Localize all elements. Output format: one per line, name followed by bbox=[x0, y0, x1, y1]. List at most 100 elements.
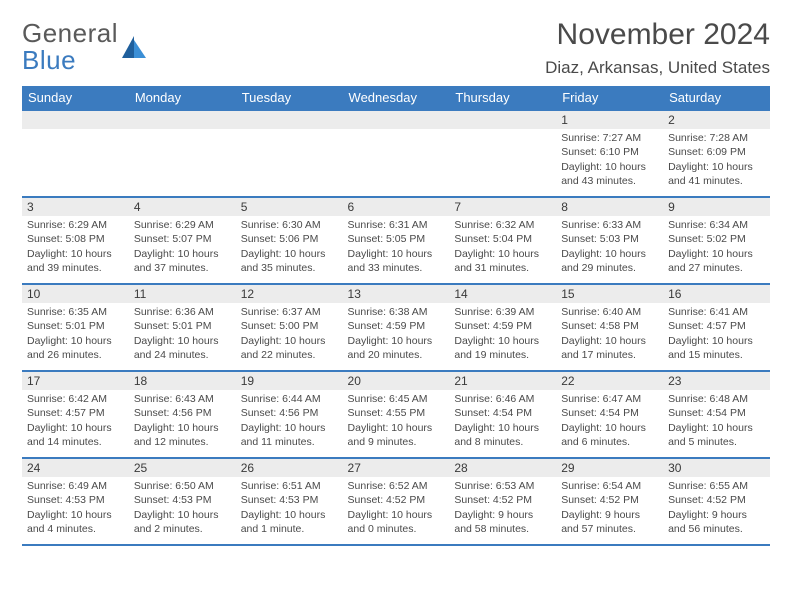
day-details: Sunrise: 6:37 AMSunset: 5:00 PMDaylight:… bbox=[236, 303, 343, 364]
page-subtitle: Diaz, Arkansas, United States bbox=[545, 58, 770, 78]
day-number: 12 bbox=[236, 285, 343, 303]
sunrise-text: Sunrise: 6:39 AM bbox=[454, 305, 551, 319]
calendar-cell: 13Sunrise: 6:38 AMSunset: 4:59 PMDayligh… bbox=[343, 284, 450, 371]
daylight-text: Daylight: 10 hours and 19 minutes. bbox=[454, 334, 551, 362]
day-details: Sunrise: 6:52 AMSunset: 4:52 PMDaylight:… bbox=[343, 477, 450, 538]
day-details: Sunrise: 6:47 AMSunset: 4:54 PMDaylight:… bbox=[556, 390, 663, 451]
calendar-cell: 28Sunrise: 6:53 AMSunset: 4:52 PMDayligh… bbox=[449, 458, 556, 545]
calendar-cell bbox=[343, 110, 450, 197]
sunset-text: Sunset: 4:56 PM bbox=[241, 406, 338, 420]
day-details: Sunrise: 6:45 AMSunset: 4:55 PMDaylight:… bbox=[343, 390, 450, 451]
calendar-cell: 11Sunrise: 6:36 AMSunset: 5:01 PMDayligh… bbox=[129, 284, 236, 371]
daylight-text: Daylight: 10 hours and 22 minutes. bbox=[241, 334, 338, 362]
day-details: Sunrise: 6:53 AMSunset: 4:52 PMDaylight:… bbox=[449, 477, 556, 538]
calendar-cell: 12Sunrise: 6:37 AMSunset: 5:00 PMDayligh… bbox=[236, 284, 343, 371]
sunset-text: Sunset: 4:57 PM bbox=[27, 406, 124, 420]
calendar-cell: 15Sunrise: 6:40 AMSunset: 4:58 PMDayligh… bbox=[556, 284, 663, 371]
calendar-cell bbox=[236, 110, 343, 197]
day-details: Sunrise: 6:49 AMSunset: 4:53 PMDaylight:… bbox=[22, 477, 129, 538]
sunrise-text: Sunrise: 6:51 AM bbox=[241, 479, 338, 493]
sunset-text: Sunset: 4:52 PM bbox=[561, 493, 658, 507]
day-number: 22 bbox=[556, 372, 663, 390]
day-number: 29 bbox=[556, 459, 663, 477]
sunrise-text: Sunrise: 6:31 AM bbox=[348, 218, 445, 232]
sunrise-text: Sunrise: 6:35 AM bbox=[27, 305, 124, 319]
sunrise-text: Sunrise: 6:50 AM bbox=[134, 479, 231, 493]
calendar-cell: 19Sunrise: 6:44 AMSunset: 4:56 PMDayligh… bbox=[236, 371, 343, 458]
logo: General Blue bbox=[22, 18, 148, 76]
day-number: 17 bbox=[22, 372, 129, 390]
day-number: 27 bbox=[343, 459, 450, 477]
weekday-header: Thursday bbox=[449, 86, 556, 110]
header: General Blue November 2024 Diaz, Arkansa… bbox=[22, 18, 770, 78]
sunset-text: Sunset: 5:05 PM bbox=[348, 232, 445, 246]
sunset-text: Sunset: 5:03 PM bbox=[561, 232, 658, 246]
sunrise-text: Sunrise: 6:43 AM bbox=[134, 392, 231, 406]
weekday-header: Tuesday bbox=[236, 86, 343, 110]
day-number: 15 bbox=[556, 285, 663, 303]
day-details: Sunrise: 6:44 AMSunset: 4:56 PMDaylight:… bbox=[236, 390, 343, 451]
sunrise-text: Sunrise: 6:48 AM bbox=[668, 392, 765, 406]
calendar-cell: 16Sunrise: 6:41 AMSunset: 4:57 PMDayligh… bbox=[663, 284, 770, 371]
daylight-text: Daylight: 10 hours and 43 minutes. bbox=[561, 160, 658, 188]
day-number: 11 bbox=[129, 285, 236, 303]
day-number: 9 bbox=[663, 198, 770, 216]
day-number: 10 bbox=[22, 285, 129, 303]
sunrise-text: Sunrise: 6:30 AM bbox=[241, 218, 338, 232]
sunset-text: Sunset: 5:06 PM bbox=[241, 232, 338, 246]
day-number: 3 bbox=[22, 198, 129, 216]
calendar-cell: 18Sunrise: 6:43 AMSunset: 4:56 PMDayligh… bbox=[129, 371, 236, 458]
daylight-text: Daylight: 10 hours and 20 minutes. bbox=[348, 334, 445, 362]
day-details: Sunrise: 6:33 AMSunset: 5:03 PMDaylight:… bbox=[556, 216, 663, 277]
sunset-text: Sunset: 4:59 PM bbox=[454, 319, 551, 333]
sunset-text: Sunset: 5:01 PM bbox=[27, 319, 124, 333]
day-number: 28 bbox=[449, 459, 556, 477]
calendar-cell: 20Sunrise: 6:45 AMSunset: 4:55 PMDayligh… bbox=[343, 371, 450, 458]
daylight-text: Daylight: 10 hours and 24 minutes. bbox=[134, 334, 231, 362]
day-details: Sunrise: 6:35 AMSunset: 5:01 PMDaylight:… bbox=[22, 303, 129, 364]
daylight-text: Daylight: 10 hours and 6 minutes. bbox=[561, 421, 658, 449]
calendar-table: SundayMondayTuesdayWednesdayThursdayFrid… bbox=[22, 86, 770, 546]
sunset-text: Sunset: 4:53 PM bbox=[134, 493, 231, 507]
calendar-cell: 27Sunrise: 6:52 AMSunset: 4:52 PMDayligh… bbox=[343, 458, 450, 545]
day-number: 16 bbox=[663, 285, 770, 303]
sunset-text: Sunset: 4:52 PM bbox=[668, 493, 765, 507]
calendar-body: 1Sunrise: 7:27 AMSunset: 6:10 PMDaylight… bbox=[22, 110, 770, 545]
daylight-text: Daylight: 10 hours and 26 minutes. bbox=[27, 334, 124, 362]
daylight-text: Daylight: 10 hours and 27 minutes. bbox=[668, 247, 765, 275]
day-number: 1 bbox=[556, 111, 663, 129]
daylight-text: Daylight: 10 hours and 29 minutes. bbox=[561, 247, 658, 275]
day-number: 6 bbox=[343, 198, 450, 216]
sunset-text: Sunset: 6:10 PM bbox=[561, 145, 658, 159]
calendar-row: 17Sunrise: 6:42 AMSunset: 4:57 PMDayligh… bbox=[22, 371, 770, 458]
sunrise-text: Sunrise: 6:45 AM bbox=[348, 392, 445, 406]
sunrise-text: Sunrise: 6:36 AM bbox=[134, 305, 231, 319]
day-details: Sunrise: 6:34 AMSunset: 5:02 PMDaylight:… bbox=[663, 216, 770, 277]
daylight-text: Daylight: 10 hours and 8 minutes. bbox=[454, 421, 551, 449]
calendar-cell: 29Sunrise: 6:54 AMSunset: 4:52 PMDayligh… bbox=[556, 458, 663, 545]
calendar-cell: 9Sunrise: 6:34 AMSunset: 5:02 PMDaylight… bbox=[663, 197, 770, 284]
day-number: 24 bbox=[22, 459, 129, 477]
day-details: Sunrise: 6:42 AMSunset: 4:57 PMDaylight:… bbox=[22, 390, 129, 451]
day-number: 26 bbox=[236, 459, 343, 477]
sunrise-text: Sunrise: 6:42 AM bbox=[27, 392, 124, 406]
sunset-text: Sunset: 4:58 PM bbox=[561, 319, 658, 333]
calendar-cell: 14Sunrise: 6:39 AMSunset: 4:59 PMDayligh… bbox=[449, 284, 556, 371]
daylight-text: Daylight: 10 hours and 11 minutes. bbox=[241, 421, 338, 449]
calendar-cell: 23Sunrise: 6:48 AMSunset: 4:54 PMDayligh… bbox=[663, 371, 770, 458]
sunrise-text: Sunrise: 6:40 AM bbox=[561, 305, 658, 319]
daylight-text: Daylight: 10 hours and 0 minutes. bbox=[348, 508, 445, 536]
calendar-thead: SundayMondayTuesdayWednesdayThursdayFrid… bbox=[22, 86, 770, 110]
sunset-text: Sunset: 4:54 PM bbox=[668, 406, 765, 420]
day-number: 13 bbox=[343, 285, 450, 303]
daylight-text: Daylight: 10 hours and 15 minutes. bbox=[668, 334, 765, 362]
sunrise-text: Sunrise: 6:41 AM bbox=[668, 305, 765, 319]
day-details: Sunrise: 6:32 AMSunset: 5:04 PMDaylight:… bbox=[449, 216, 556, 277]
day-number: 23 bbox=[663, 372, 770, 390]
sunrise-text: Sunrise: 6:46 AM bbox=[454, 392, 551, 406]
sunset-text: Sunset: 4:53 PM bbox=[241, 493, 338, 507]
day-details: Sunrise: 6:29 AMSunset: 5:07 PMDaylight:… bbox=[129, 216, 236, 277]
daylight-text: Daylight: 10 hours and 1 minute. bbox=[241, 508, 338, 536]
sunrise-text: Sunrise: 6:53 AM bbox=[454, 479, 551, 493]
daylight-text: Daylight: 10 hours and 14 minutes. bbox=[27, 421, 124, 449]
